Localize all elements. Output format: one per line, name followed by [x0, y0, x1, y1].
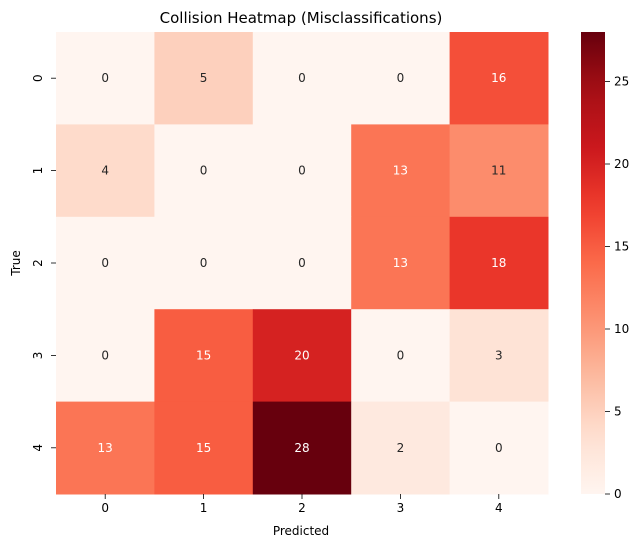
cell-value-label: 13 — [393, 256, 408, 270]
cell-value-label: 0 — [397, 71, 405, 85]
y-tick-label: 4 — [31, 444, 45, 452]
cell-value-label: 20 — [294, 348, 309, 362]
x-axis-ticks: 0 1 2 3 4 — [101, 494, 503, 515]
heatmap-cell — [252, 32, 352, 125]
heatmap-cell — [351, 401, 451, 495]
heatmap-cell — [154, 309, 254, 403]
cell-value-label: 0 — [101, 348, 109, 362]
x-tick-label: 1 — [200, 501, 208, 515]
cell-value-label: 0 — [495, 441, 503, 455]
colorbar-tick-label: 10 — [614, 322, 629, 336]
heatmap-cell — [56, 32, 155, 125]
heatmap-cell — [351, 124, 451, 218]
heatmap-cell — [56, 216, 155, 310]
heatmap-cell — [351, 309, 451, 403]
colorbar-tick-label: 0 — [614, 487, 622, 501]
heatmap-cell — [154, 124, 254, 218]
heatmap-cell — [449, 401, 549, 495]
x-tick-label: 2 — [298, 501, 306, 515]
cell-value-label: 15 — [196, 441, 211, 455]
x-tick-label: 0 — [101, 501, 109, 515]
heatmap-cell — [154, 32, 254, 125]
heatmap-cell — [449, 124, 549, 218]
y-tick-label: 2 — [31, 259, 45, 267]
cell-value-label: 13 — [98, 441, 113, 455]
colorbar-ticks: 0 5 10 15 20 25 — [605, 75, 629, 501]
heatmap-cell — [252, 401, 352, 495]
heatmap-cell — [56, 401, 155, 495]
cell-value-label: 13 — [393, 164, 408, 178]
heatmap-cell — [449, 216, 549, 310]
y-axis-label: True — [9, 250, 23, 277]
cell-value-label: 0 — [101, 256, 109, 270]
x-tick-label: 3 — [397, 501, 405, 515]
x-tick-label: 4 — [495, 501, 503, 515]
cell-value-label: 0 — [298, 164, 306, 178]
heatmap-cell — [56, 124, 155, 218]
cell-value-label: 0 — [397, 348, 405, 362]
heatmap-cells: 0 5 0 0 164 0 0 13 110 0 0 13 180 15 20 0 313 15 28 2 0 — [56, 32, 549, 495]
cell-value-label: 0 — [200, 164, 208, 178]
cell-value-label: 0 — [298, 71, 306, 85]
y-tick-label: 1 — [31, 167, 45, 175]
colorbar-tick-label: 20 — [614, 157, 629, 171]
chart-title: Collision Heatmap (Misclassifications) — [160, 9, 443, 27]
heatmap-cell — [56, 309, 155, 403]
heatmap-cell — [449, 309, 549, 403]
heatmap-cell — [351, 216, 451, 310]
heatmap-cell — [154, 401, 254, 495]
cell-value-label: 3 — [495, 348, 503, 362]
cell-value-label: 18 — [491, 256, 506, 270]
y-axis-ticks: 0 1 2 3 4 — [31, 74, 56, 452]
heatmap-cell — [154, 216, 254, 310]
cell-value-label: 4 — [101, 164, 109, 178]
heatmap-cell — [252, 216, 352, 310]
y-tick-label: 3 — [31, 352, 45, 360]
colorbar-tick-label: 5 — [614, 405, 622, 419]
heatmap-cell — [351, 32, 451, 125]
heatmap-cell — [449, 32, 549, 125]
cell-value-label: 11 — [491, 164, 506, 178]
cell-value-label: 15 — [196, 348, 211, 362]
colorbar-tick-label: 25 — [614, 75, 629, 89]
colorbar — [581, 32, 605, 494]
heatmap-cell — [252, 124, 352, 218]
y-tick-label: 0 — [31, 74, 45, 82]
x-axis-label: Predicted — [273, 524, 329, 538]
cell-value-label: 2 — [397, 441, 405, 455]
cell-value-label: 0 — [101, 71, 109, 85]
cell-value-label: 16 — [491, 71, 506, 85]
cell-value-label: 5 — [200, 71, 208, 85]
heatmap-cell — [252, 309, 352, 403]
cell-value-label: 28 — [294, 441, 309, 455]
cell-value-label: 0 — [200, 256, 208, 270]
colorbar-tick-label: 15 — [614, 240, 629, 254]
cell-value-label: 0 — [298, 256, 306, 270]
